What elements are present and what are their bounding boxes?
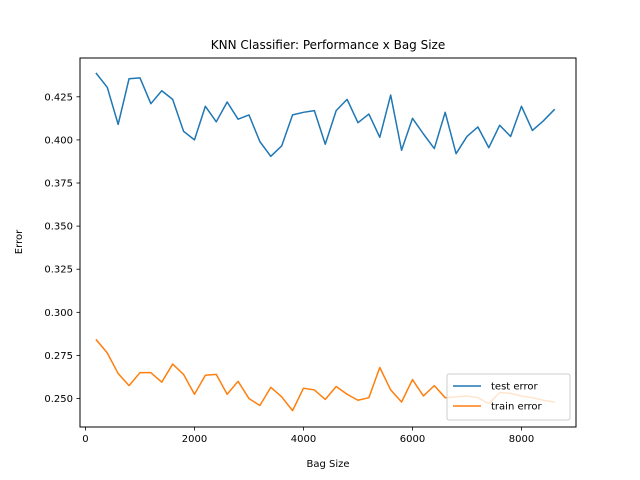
legend-label: test error [491,382,538,393]
y-axis-label: Error [14,229,25,254]
y-tick-label: 0.250 [44,394,73,405]
y-axis: 0.250 0.275 0.300 0.325 0.350 0.375 0.400 0.425 [44,92,80,405]
y-tick-label: 0.275 [44,351,73,362]
x-tick-label: 8000 [509,434,534,445]
y-tick-label: 0.400 [44,135,73,146]
x-tick-label: 6000 [400,434,425,445]
y-tick-label: 0.375 [44,179,73,190]
series-line-test-error [95,72,556,158]
plot-frame [79,57,577,428]
y-tick-label: 0.300 [44,308,73,319]
x-axis-label: Bag Size [306,459,349,470]
legend-label: train error [491,402,543,413]
y-tick-label: 0.425 [44,92,73,103]
y-tick-label: 0.350 [44,222,73,233]
x-tick-label: 2000 [182,434,207,445]
y-tick-label: 0.325 [44,265,73,276]
chart-title: KNN Classifier: Performance x Bag Size [211,38,446,52]
x-axis: 0 2000 4000 6000 8000 [82,427,534,445]
x-tick-label: 0 [82,434,88,445]
legend: test error train error [446,373,571,421]
plot-lines [95,72,556,412]
x-tick-label: 4000 [291,434,316,445]
